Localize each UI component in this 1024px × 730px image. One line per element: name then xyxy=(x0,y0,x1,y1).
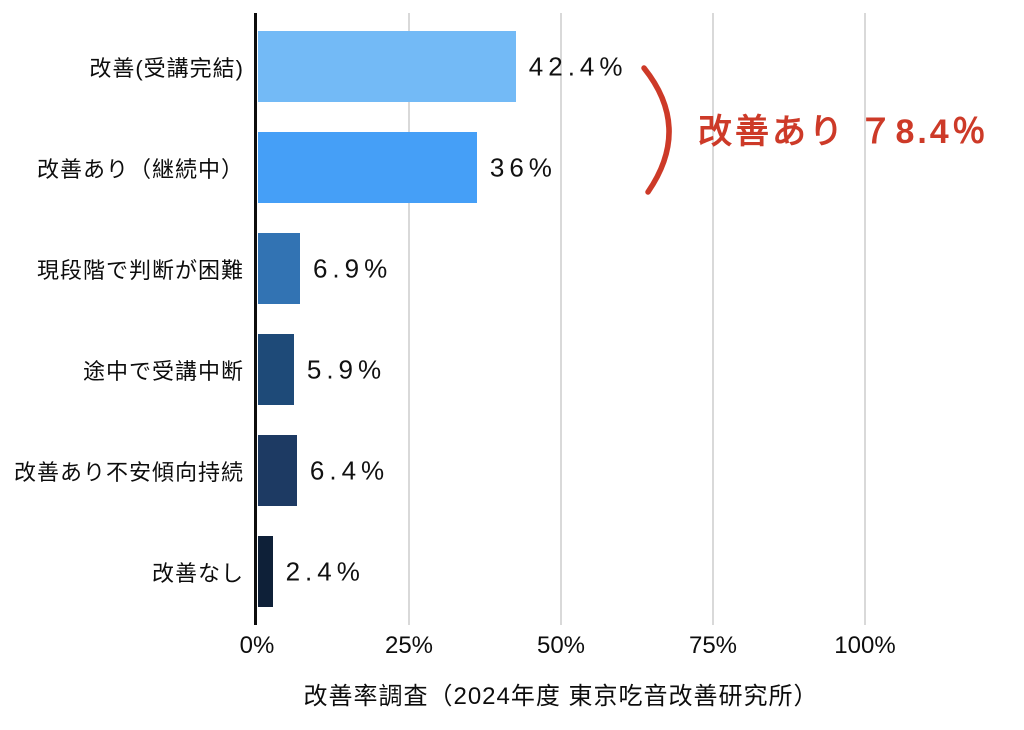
gridline-100% xyxy=(864,13,866,625)
bar-2 xyxy=(258,233,300,304)
chart-caption: 改善率調査（2024年度 東京吃音改善研究所） xyxy=(303,683,819,710)
x-tick-label: 75% xyxy=(688,632,738,659)
category-label: 改善なし xyxy=(151,560,244,586)
gridline-25% xyxy=(408,13,410,625)
x-tick-label: 25% xyxy=(384,632,434,659)
bar-3 xyxy=(258,334,294,405)
y-axis-line xyxy=(254,13,257,625)
category-label: 改善あり不安傾向持続 xyxy=(13,459,244,485)
bar-1 xyxy=(258,132,477,203)
value-label: 2.4% xyxy=(285,556,365,586)
annotation-bracket-arc xyxy=(641,65,672,195)
value-label: 5.9% xyxy=(306,354,387,384)
category-label: 現段階で判断が困難 xyxy=(36,257,244,283)
value-label: 6.9% xyxy=(312,253,393,283)
category-label: 改善(受講完結) xyxy=(89,55,244,81)
x-tick-label: 0% xyxy=(239,632,275,659)
x-tick-label: 50% xyxy=(536,632,586,659)
bar-0 xyxy=(258,31,516,102)
category-label: 途中で受講中断 xyxy=(82,358,244,384)
bar-5 xyxy=(258,536,273,607)
gridline-50% xyxy=(560,13,562,625)
annotation-label: 改善あり ７8.4％ xyxy=(698,113,989,151)
gridline-75% xyxy=(712,13,714,625)
x-tick-label: 100% xyxy=(834,632,896,659)
value-label: 36% xyxy=(489,152,557,182)
value-label: 42.4% xyxy=(528,51,628,81)
bar-4 xyxy=(258,435,297,506)
value-label: 6.4% xyxy=(309,455,390,485)
category-label: 改善あり（継続中） xyxy=(36,156,244,182)
